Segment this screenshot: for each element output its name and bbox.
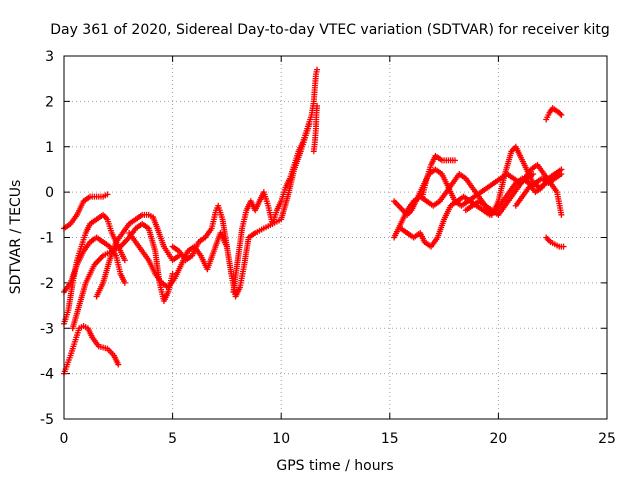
y-tick-label: 2 — [45, 94, 54, 110]
x-tick-label: 5 — [168, 431, 177, 447]
y-tick-label: 0 — [45, 185, 54, 201]
x-tick-labels: 0 5 10 15 20 25 — [60, 431, 616, 447]
x-tick-label: 25 — [598, 431, 616, 447]
data-point — [104, 191, 111, 198]
data-point — [557, 110, 564, 117]
data-point — [558, 170, 565, 177]
axis-ticks — [63, 55, 608, 420]
y-tick-label: -4 — [40, 367, 54, 383]
data-point — [558, 211, 565, 218]
y-tick-label: -5 — [40, 412, 54, 428]
data-point — [314, 66, 321, 73]
data-point — [115, 361, 122, 368]
chart-title: Day 361 of 2020, Sidereal Day-to-day VTE… — [50, 22, 610, 38]
y-tick-label: -2 — [40, 276, 54, 292]
data-point — [560, 243, 567, 250]
x-axis-label: GPS time / hours — [276, 458, 393, 474]
data-point — [451, 157, 458, 164]
y-tick-label: -1 — [40, 231, 54, 247]
x-tick-label: 15 — [381, 431, 399, 447]
y-tick-label: 1 — [45, 140, 54, 156]
x-tick-label: 0 — [60, 431, 69, 447]
x-tick-label: 10 — [272, 431, 290, 447]
y-tick-label: -3 — [40, 321, 54, 337]
x-tick-label: 20 — [489, 431, 507, 447]
y-tick-label: 3 — [45, 49, 54, 65]
data-point — [121, 279, 128, 286]
plot-frame — [63, 55, 608, 420]
y-axis-label: SDTVAR / TECUs — [8, 180, 24, 295]
grid-lines — [64, 56, 607, 419]
data-point — [314, 102, 321, 109]
data-points — [61, 66, 567, 377]
data-point — [121, 257, 128, 264]
y-tick-labels: -5 -4 -3 -2 -1 0 1 2 3 — [40, 49, 54, 428]
data-point — [558, 111, 565, 118]
